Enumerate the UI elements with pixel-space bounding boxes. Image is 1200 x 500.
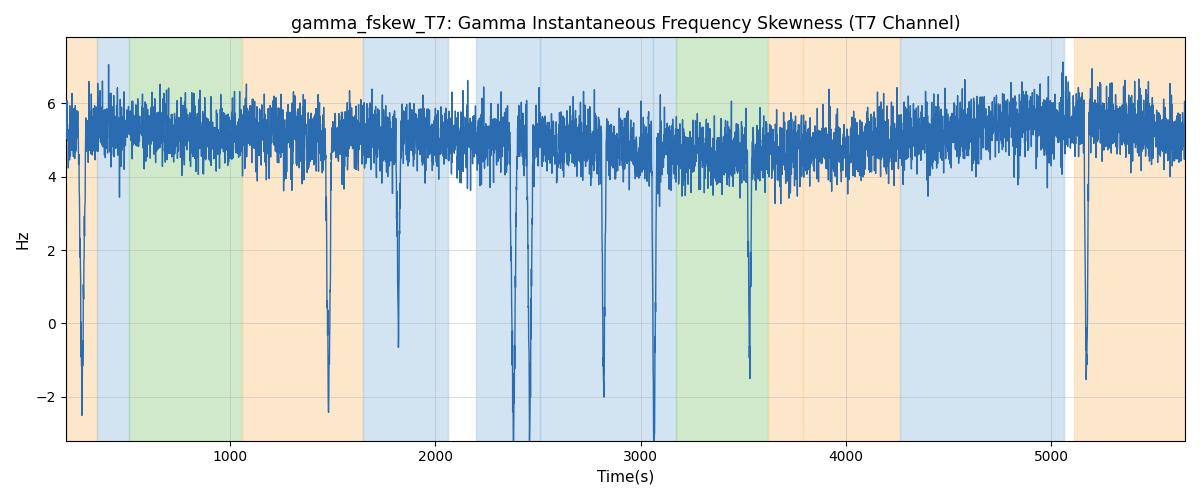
Bar — [900, 38, 1064, 440]
Title: gamma_fskew_T7: Gamma Instantaneous Frequency Skewness (T7 Channel): gamma_fskew_T7: Gamma Instantaneous Freq… — [290, 15, 960, 34]
Bar — [676, 38, 768, 440]
Bar — [130, 38, 242, 440]
X-axis label: Time(s): Time(s) — [596, 470, 654, 485]
Bar — [653, 38, 676, 440]
Bar — [476, 38, 540, 440]
Bar — [242, 38, 364, 440]
Bar — [97, 38, 130, 440]
Y-axis label: Hz: Hz — [16, 230, 30, 249]
Bar — [66, 38, 97, 440]
Bar — [768, 38, 803, 440]
Bar — [364, 38, 448, 440]
Bar — [540, 38, 653, 440]
Bar — [803, 38, 900, 440]
Bar — [1074, 38, 1186, 440]
